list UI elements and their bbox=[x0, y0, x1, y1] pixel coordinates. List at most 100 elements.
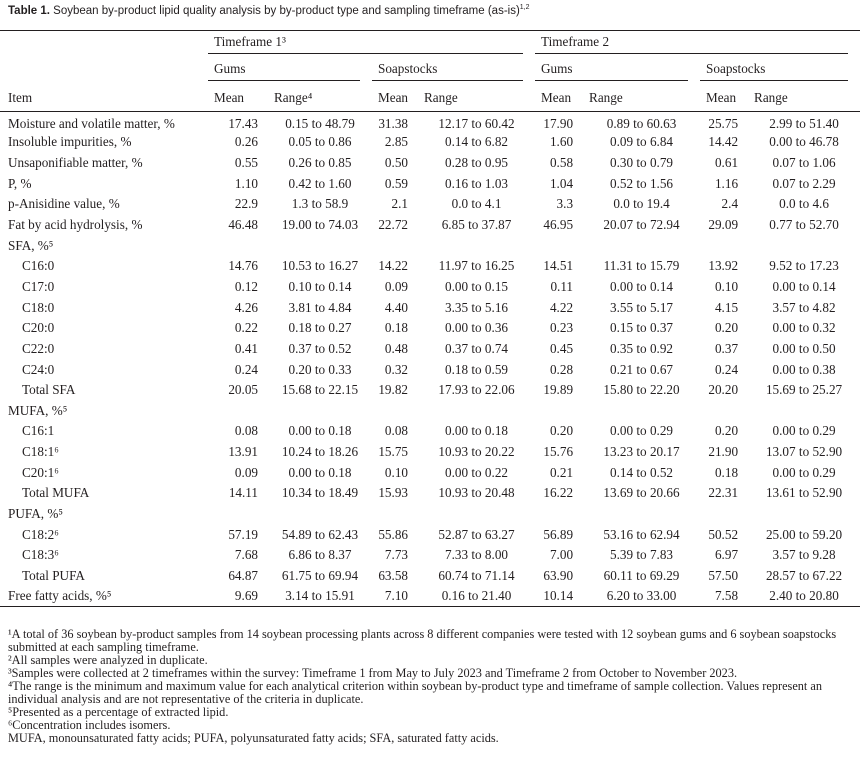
range-cell: 3.35 to 5.16 bbox=[445, 299, 509, 315]
footnote: MUFA, monounsaturated fatty acids; PUFA,… bbox=[8, 731, 499, 745]
type-cell: Soapstocks bbox=[700, 58, 860, 85]
range-cell: 0.00 to 0.22 bbox=[445, 464, 509, 480]
range-cell: 0.00 to 0.29 bbox=[772, 464, 836, 480]
range-cell: 5.39 to 7.83 bbox=[610, 547, 674, 563]
mean-cell: 0.28 bbox=[549, 361, 574, 377]
mean-cell: 22.31 bbox=[708, 485, 739, 501]
header-cell bbox=[0, 31, 208, 58]
range-cell: 0.05 to 0.86 bbox=[288, 134, 352, 150]
mean-cell: 0.21 bbox=[549, 464, 574, 480]
table-row: C16:1 0.08 0.00 to 0.18 0.08 0.00 to 0.18 0.2… bbox=[0, 421, 860, 442]
range-cell: 0.15 to 48.79 bbox=[285, 116, 355, 132]
mean-cell: 19.89 bbox=[543, 382, 574, 398]
row-label: C18:0 bbox=[22, 299, 55, 315]
header-row: Timeframe 1³ Timeframe 2 bbox=[0, 31, 860, 58]
column-header: Range bbox=[589, 89, 623, 105]
mean-cell: 0.26 bbox=[234, 134, 258, 150]
mean-cell: 0.08 bbox=[384, 423, 408, 439]
range-cell: 0.09 to 6.84 bbox=[610, 134, 674, 150]
range-cell: 54.89 to 62.43 bbox=[281, 526, 359, 542]
table-row: C18:3⁶ 7.68 6.86 to 8.37 7.73 7.33 to 8.00 7.… bbox=[0, 545, 860, 566]
mean-cell: 14.42 bbox=[708, 134, 739, 150]
mean-cell: 19.82 bbox=[378, 382, 408, 398]
mean-cell: 0.24 bbox=[714, 361, 739, 377]
mean-cell: 4.40 bbox=[384, 299, 408, 315]
range-cell: 60.11 to 69.29 bbox=[603, 567, 680, 583]
range-cell: 12.17 to 60.42 bbox=[438, 116, 515, 132]
mean-cell: 46.95 bbox=[543, 217, 574, 233]
type-cell: Soapstocks bbox=[372, 58, 535, 85]
mean-cell: 0.22 bbox=[234, 320, 258, 336]
mean-cell: 2.1 bbox=[391, 196, 408, 212]
header-row: Item Mean Range⁴ Mean Range Mean Range Mean Rang… bbox=[0, 85, 860, 112]
row-label: Total MUFA bbox=[22, 485, 90, 501]
mean-cell: 1.16 bbox=[714, 175, 739, 191]
range-cell: 2.99 to 51.40 bbox=[769, 116, 839, 132]
range-cell: 20.07 to 72.94 bbox=[603, 217, 680, 233]
mean-cell: 4.26 bbox=[234, 299, 258, 315]
table-row: Total SFA 20.05 15.68 to 22.15 19.82 17.93 t… bbox=[0, 380, 860, 401]
footnote: ⁵Presented as a percentage of extracted … bbox=[8, 705, 229, 719]
range-cell: 0.18 to 0.27 bbox=[288, 320, 352, 336]
mean-cell: 7.10 bbox=[384, 588, 408, 604]
range-cell: 0.10 to 0.14 bbox=[288, 278, 352, 294]
range-cell: 25.00 to 59.20 bbox=[765, 526, 843, 542]
mean-cell: 63.90 bbox=[543, 567, 574, 583]
table-row: C24:0 0.24 0.20 to 0.33 0.32 0.18 to 0.59 0.2… bbox=[0, 359, 860, 380]
table-row: P, % 1.10 0.42 to 1.60 0.59 0.16 to 1.03 1.04… bbox=[0, 173, 860, 194]
range-cell: 0.0 to 4.1 bbox=[451, 196, 502, 212]
table-row: C22:0 0.41 0.37 to 0.52 0.48 0.37 to 0.74 0.4… bbox=[0, 339, 860, 360]
range-cell: 0.0 to 19.4 bbox=[613, 196, 670, 212]
table-row: C16:0 14.76 10.53 to 16.27 14.22 11.97 to 16… bbox=[0, 256, 860, 277]
mean-cell: 13.91 bbox=[228, 444, 258, 460]
range-cell: 19.00 to 74.03 bbox=[281, 217, 359, 233]
type-header: Soapstocks bbox=[700, 61, 849, 81]
range-cell: 3.14 to 15.91 bbox=[285, 588, 355, 604]
mean-cell: 22.72 bbox=[378, 217, 408, 233]
mean-cell: 20.05 bbox=[228, 382, 258, 398]
range-cell: 10.53 to 16.27 bbox=[281, 258, 359, 274]
range-cell: 0.16 to 1.03 bbox=[445, 175, 509, 191]
timeframe-cell: Timeframe 1³ bbox=[208, 31, 535, 58]
mean-cell: 14.51 bbox=[543, 258, 574, 274]
header-cell bbox=[0, 58, 208, 85]
footnote: ²All samples were analyzed in duplicate. bbox=[8, 653, 208, 667]
mean-cell: 7.73 bbox=[384, 547, 408, 563]
range-cell: 61.75 to 69.94 bbox=[281, 567, 359, 583]
range-cell: 0.89 to 60.63 bbox=[606, 116, 677, 132]
column-header: Mean bbox=[378, 89, 409, 105]
timeframe-header: Timeframe 1³ bbox=[208, 34, 524, 55]
mean-cell: 0.50 bbox=[384, 155, 408, 171]
caption-sup: 1,2 bbox=[519, 4, 530, 11]
table-row: Free fatty acids, %⁵ 9.69 3.14 to 15.91 7.1… bbox=[0, 586, 860, 607]
row-label: C17:0 bbox=[22, 278, 55, 294]
mean-cell: 7.68 bbox=[234, 547, 258, 563]
table-row: p-Anisidine value, % 22.9 1.3 to 58.9 2.1 0.… bbox=[0, 194, 860, 215]
mean-cell: 3.3 bbox=[556, 196, 574, 212]
mean-cell: 0.09 bbox=[234, 464, 258, 480]
range-cell: 6.20 to 33.00 bbox=[606, 588, 677, 604]
table-row: C18:1⁶ 13.91 10.24 to 18.26 15.75 10.93 to 2… bbox=[0, 442, 860, 463]
range-cell: 0.28 to 0.95 bbox=[445, 155, 509, 171]
range-cell: 0.18 to 0.59 bbox=[445, 361, 509, 377]
table-row: C18:0 4.26 3.81 to 4.84 4.40 3.35 to 5.16 4.2… bbox=[0, 297, 860, 318]
type-cell: Gums bbox=[535, 58, 700, 85]
mean-cell: 0.23 bbox=[549, 320, 574, 336]
mean-cell: 17.90 bbox=[543, 116, 574, 132]
range-cell: 0.20 to 0.33 bbox=[288, 361, 352, 377]
mean-cell: 4.15 bbox=[714, 299, 739, 315]
range-cell: 0.00 to 0.18 bbox=[445, 423, 509, 439]
range-cell: 13.07 to 52.90 bbox=[765, 444, 843, 460]
range-cell: 3.57 to 4.82 bbox=[772, 299, 836, 315]
range-cell: 28.57 to 67.22 bbox=[765, 567, 843, 583]
range-cell: 10.93 to 20.22 bbox=[438, 444, 515, 460]
item-header: Item bbox=[8, 89, 33, 105]
row-label: C22:0 bbox=[22, 340, 55, 356]
footnote: ¹A total of 36 soybean by-product sample… bbox=[8, 627, 837, 654]
row-label: Insoluble impurities, % bbox=[8, 134, 132, 150]
mean-cell: 0.11 bbox=[550, 278, 574, 294]
range-cell: 0.07 to 2.29 bbox=[772, 175, 836, 191]
row-label: Unsaponifiable matter, % bbox=[8, 155, 143, 171]
column-header: Range⁴ bbox=[274, 89, 313, 105]
